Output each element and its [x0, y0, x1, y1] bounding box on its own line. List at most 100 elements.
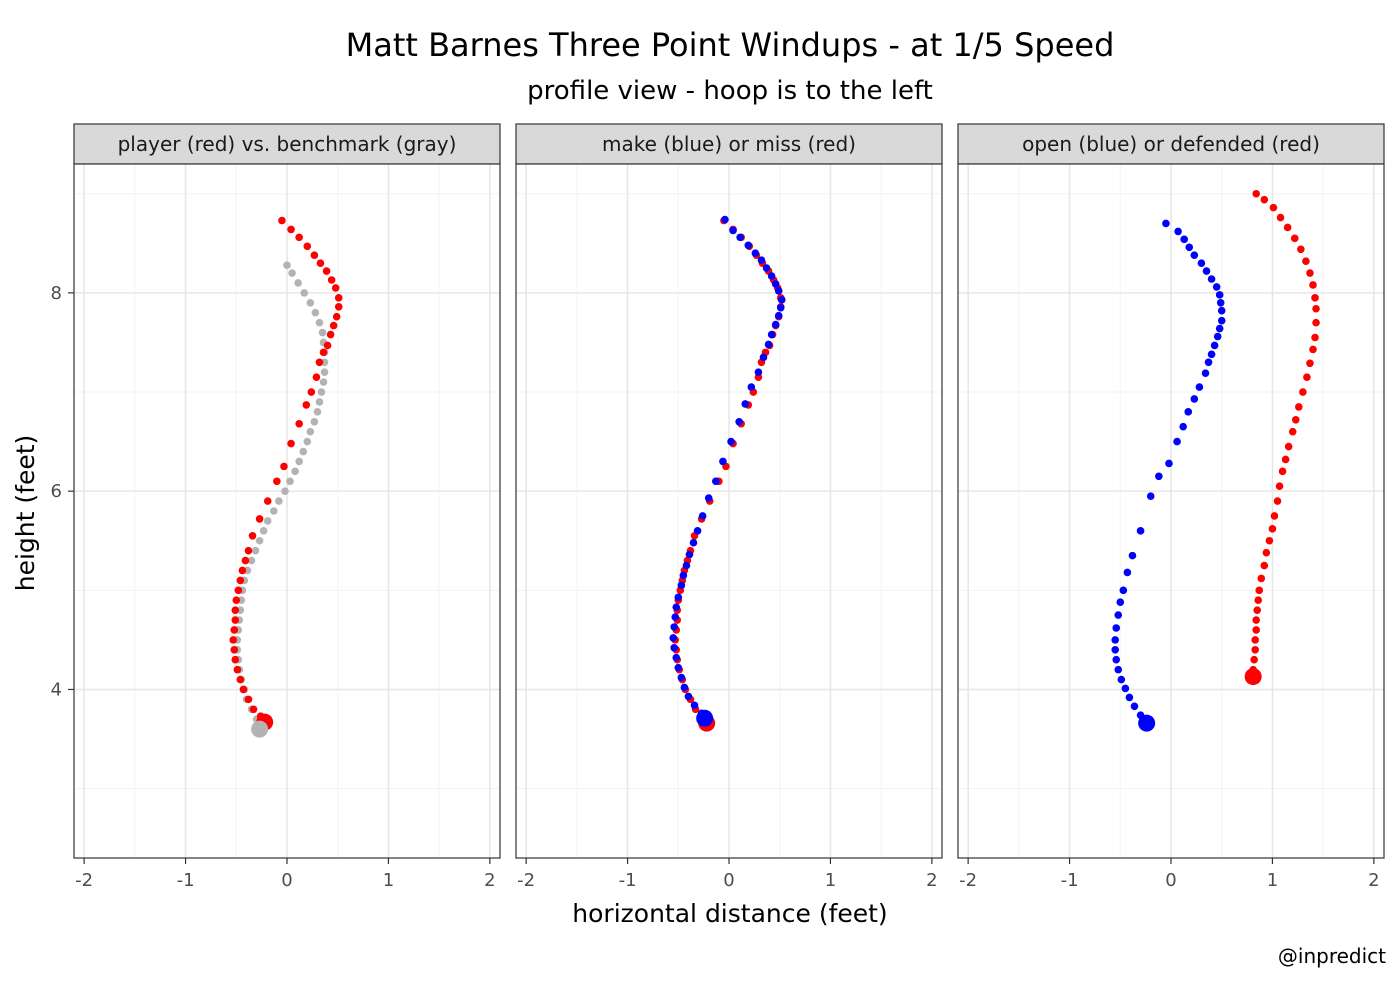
data-point [1121, 684, 1130, 693]
data-point [1207, 275, 1216, 283]
data-point [736, 233, 744, 242]
data-point [1303, 373, 1311, 381]
data-point [1270, 512, 1279, 520]
data-point [729, 226, 737, 235]
data-point [270, 507, 278, 515]
data-point [741, 400, 750, 408]
panel-3: open (blue) or defended (red) -2 -1 0 1 2 [957, 123, 1385, 891]
data-point [1268, 525, 1277, 533]
data-point [1202, 267, 1211, 275]
data-point [334, 302, 343, 311]
data-point [747, 383, 756, 391]
data-point [244, 546, 253, 555]
data-point [295, 457, 303, 466]
data-point [236, 675, 245, 684]
series-blue [1111, 219, 1226, 727]
data-point [704, 494, 713, 502]
data-point [263, 497, 272, 505]
data-point [310, 251, 319, 260]
data-point [1162, 219, 1170, 228]
panel-2: make (blue) or miss (red) -2 -1 0 1 2 [515, 123, 943, 891]
y-tick-label: 6 [51, 481, 62, 502]
data-point [291, 467, 299, 476]
data-point [331, 284, 340, 292]
data-point [1111, 636, 1120, 644]
data-point [771, 320, 780, 329]
x-tick-label: 1 [825, 870, 836, 891]
data-point [1275, 482, 1284, 491]
data-point [1217, 306, 1226, 315]
data-point [234, 586, 243, 595]
x-tick-label: -2 [959, 870, 977, 891]
data-point [777, 296, 786, 304]
data-point [744, 241, 753, 250]
panel-1: player (red) vs. benchmark (gray) -2 -1 0 1 2… [51, 123, 501, 891]
data-point [1254, 596, 1263, 605]
data-point [672, 603, 681, 611]
data-point [1190, 251, 1199, 260]
data-point [288, 269, 296, 277]
x-tick-label: 2 [484, 870, 495, 891]
data-point [719, 457, 727, 466]
data-point [318, 328, 327, 337]
data-point [302, 401, 311, 409]
data-point [727, 437, 735, 446]
data-point [1260, 195, 1269, 204]
data-point [1250, 655, 1258, 664]
data-point [1281, 455, 1290, 464]
data-point [315, 398, 324, 406]
data-point [1291, 415, 1300, 424]
data-point [273, 477, 281, 486]
data-point [1116, 598, 1125, 607]
data-point [689, 538, 698, 547]
data-point [1276, 213, 1285, 222]
data-point [1311, 294, 1319, 302]
data-point [1295, 403, 1303, 411]
x-tick-label: 0 [281, 870, 292, 891]
data-point [232, 596, 241, 605]
data-point [1174, 227, 1182, 236]
x-tick-label: 0 [723, 870, 734, 891]
data-point [1190, 395, 1199, 403]
data-point [316, 259, 325, 267]
start-point-marker [251, 720, 269, 738]
data-point [1251, 636, 1259, 644]
data-point [315, 318, 324, 327]
data-point [677, 673, 686, 682]
data-point [329, 321, 338, 330]
data-point [1146, 492, 1155, 500]
x-tick-label: 1 [1267, 870, 1278, 891]
x-axis-title: horizontal distance (feet) [572, 899, 887, 928]
data-point [1302, 257, 1310, 265]
data-point [1114, 611, 1123, 619]
data-point [767, 330, 776, 339]
data-point [764, 340, 773, 349]
data-point [1299, 388, 1307, 396]
data-point [1195, 383, 1204, 391]
data-point [1216, 299, 1225, 307]
data-point [671, 613, 680, 621]
data-point [751, 249, 760, 258]
data-point [295, 233, 303, 242]
data-point [1252, 626, 1260, 634]
data-point [307, 388, 316, 396]
data-point [1257, 574, 1266, 583]
data-point [1309, 345, 1317, 354]
data-point [690, 701, 699, 710]
data-point [672, 653, 681, 662]
data-point [231, 616, 240, 624]
data-point [287, 439, 295, 448]
data-point [1312, 318, 1320, 327]
data-point [311, 308, 320, 317]
data-point [767, 272, 776, 280]
data-point [241, 556, 250, 565]
data-point [320, 368, 329, 377]
data-point [278, 216, 286, 225]
data-point [230, 626, 239, 634]
data-point [332, 312, 341, 321]
data-point [1130, 702, 1139, 711]
data-point [1290, 234, 1299, 243]
x-tick-label: -2 [517, 870, 535, 891]
data-point [1117, 675, 1126, 684]
data-point [255, 515, 264, 523]
